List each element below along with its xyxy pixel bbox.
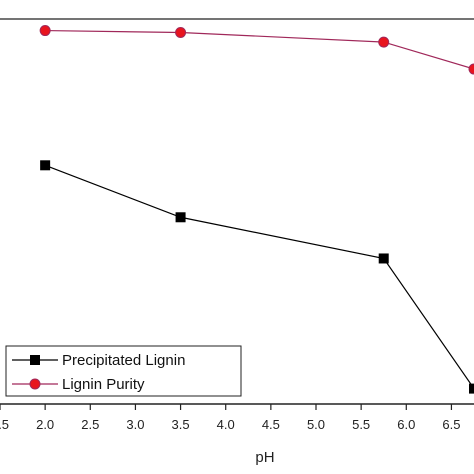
x-tick-label: 6.5 bbox=[442, 417, 460, 432]
legend-item-lignin-purity: Lignin Purity bbox=[12, 376, 145, 393]
x-axis-title: pH bbox=[255, 449, 274, 466]
x-tick-label: 3.0 bbox=[126, 417, 144, 432]
x-tick-label: 6.0 bbox=[397, 417, 415, 432]
data-point-lignin-purity bbox=[175, 26, 187, 38]
data-point-precipitated-lignin bbox=[378, 253, 389, 264]
data-point-lignin-purity bbox=[39, 25, 51, 37]
series-line-lignin-purity bbox=[45, 29, 474, 70]
x-tick-label: 5.0 bbox=[307, 417, 325, 432]
x-axis-ticks: 1.5 2.0 2.5 3.0 3.5 4.0 4.5 5.0 5.5 6.0 6.5 bbox=[0, 404, 460, 432]
data-point-precipitated-lignin bbox=[469, 383, 474, 394]
legend-marker-precipitated-lignin bbox=[30, 355, 40, 365]
legend-item-precipitated-lignin: Precipitated Lignin bbox=[12, 352, 185, 369]
legend-label-lignin-purity: Lignin Purity bbox=[62, 376, 145, 393]
data-point-lignin-purity bbox=[378, 36, 390, 48]
x-tick-label: 4.5 bbox=[262, 417, 280, 432]
data-point-lignin-purity bbox=[468, 63, 474, 75]
data-point-precipitated-lignin bbox=[40, 160, 51, 171]
x-tick-label: 4.0 bbox=[217, 417, 235, 432]
legend: Precipitated Lignin Lignin Purity bbox=[5, 345, 242, 397]
x-tick-label: 2.5 bbox=[81, 417, 99, 432]
x-tick-label: 1.5 bbox=[0, 417, 9, 432]
x-tick-label: 3.5 bbox=[172, 417, 190, 432]
legend-box bbox=[5, 345, 242, 397]
legend-marker-lignin-purity bbox=[29, 378, 41, 390]
series-layer bbox=[39, 25, 474, 394]
data-point-precipitated-lignin bbox=[175, 212, 186, 223]
series-line-precipitated-lignin bbox=[44, 164, 474, 389]
x-tick-label: 5.5 bbox=[352, 417, 370, 432]
x-tick-label: 2.0 bbox=[36, 417, 54, 432]
plot-frame bbox=[0, 18, 474, 405]
legend-label-precipitated-lignin: Precipitated Lignin bbox=[62, 352, 185, 369]
